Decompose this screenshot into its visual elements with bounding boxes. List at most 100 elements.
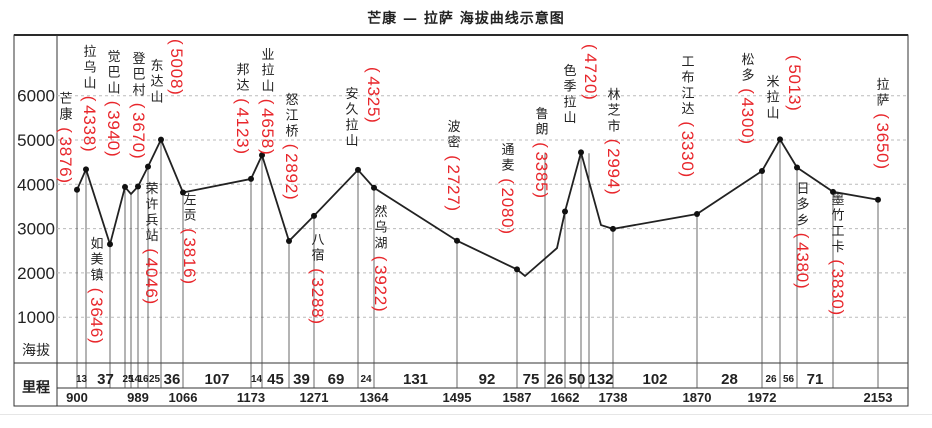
gridlines (57, 95, 908, 318)
svg-text:): ) (828, 310, 847, 316)
y-tick-label: 5000 (17, 131, 55, 150)
svg-text:(: ( (80, 96, 99, 102)
svg-text:): ) (282, 194, 301, 200)
cumulative-km: 989 (127, 390, 149, 405)
svg-text:0: 0 (581, 84, 600, 93)
cumulative-km: 1173 (237, 390, 265, 405)
svg-text:8: 8 (793, 263, 812, 272)
svg-text:4: 4 (604, 179, 623, 188)
svg-text:2: 2 (308, 288, 327, 297)
svg-text:7: 7 (56, 157, 75, 166)
svg-text:3: 3 (793, 252, 812, 261)
station-stems (76, 139, 879, 388)
svg-text:达: 达 (150, 75, 163, 90)
svg-text:左: 左 (183, 193, 196, 208)
svg-text:): ) (444, 205, 463, 211)
svg-text:登: 登 (132, 52, 145, 67)
svg-text:许: 许 (145, 198, 158, 213)
svg-text:站: 站 (145, 229, 158, 244)
svg-text:5: 5 (258, 129, 277, 138)
svg-text:(: ( (498, 178, 517, 184)
svg-text:4: 4 (233, 108, 252, 117)
cumulative-km: 900 (66, 390, 88, 405)
station-point (759, 168, 765, 175)
svg-text:4: 4 (581, 53, 600, 62)
elevation-profile-line (74, 136, 881, 278)
station-point (830, 188, 836, 195)
svg-text:(: ( (828, 259, 847, 265)
svg-text:朗: 朗 (535, 123, 548, 138)
segment-km: 28 (721, 371, 738, 388)
svg-text:3: 3 (828, 289, 847, 298)
svg-text:芒: 芒 (59, 91, 72, 107)
cumulative-km: 1495 (443, 390, 472, 405)
svg-text:兵: 兵 (145, 213, 158, 228)
svg-text:0: 0 (167, 59, 186, 68)
svg-text:4: 4 (142, 278, 161, 287)
svg-text:工: 工 (831, 224, 844, 239)
svg-text:): ) (793, 283, 812, 289)
svg-text:市: 市 (607, 118, 620, 134)
svg-text:拉: 拉 (261, 64, 274, 79)
segment-km: 102 (642, 371, 667, 388)
cumulative-km: 1738 (599, 390, 628, 405)
svg-text:3: 3 (532, 152, 551, 161)
svg-text:7: 7 (444, 175, 463, 184)
svg-text:3: 3 (738, 108, 757, 117)
segment-km: 50 (569, 371, 586, 388)
svg-text:拉: 拉 (83, 45, 96, 60)
svg-text:宿: 宿 (311, 248, 324, 264)
svg-text:0: 0 (828, 299, 847, 308)
svg-text:(: ( (282, 144, 301, 150)
svg-text:3: 3 (828, 269, 847, 278)
station-point (259, 152, 265, 159)
svg-text:多: 多 (796, 197, 809, 213)
svg-text:0: 0 (129, 143, 148, 152)
svg-text:0: 0 (678, 161, 697, 170)
station-point (180, 189, 186, 196)
segment-km: 71 (807, 371, 824, 388)
svg-text:5: 5 (873, 143, 892, 152)
svg-text:乡: 乡 (796, 213, 809, 228)
svg-text:(: ( (167, 39, 186, 45)
svg-text:3: 3 (104, 110, 123, 119)
segment-km: 26 (547, 371, 564, 388)
svg-text:5: 5 (167, 48, 186, 57)
segment-km: 25 (149, 374, 161, 385)
svg-text:(: ( (142, 248, 161, 254)
station-point (794, 164, 800, 171)
svg-text:2: 2 (444, 165, 463, 174)
svg-text:乌: 乌 (374, 220, 387, 236)
y-tick-label: 2000 (17, 264, 55, 283)
svg-text:3: 3 (56, 137, 75, 146)
station-point (107, 241, 113, 248)
segment-km: 36 (164, 371, 181, 388)
svg-text:3: 3 (678, 141, 697, 150)
svg-text:湖: 湖 (374, 236, 387, 251)
svg-text:): ) (581, 94, 600, 100)
svg-text:): ) (87, 338, 106, 344)
svg-text:布: 布 (681, 71, 694, 86)
station-labels: 芒康(3876)拉乌山(4338)如美镇(3646)觉巴山(3940)登巴村(3… (56, 39, 892, 344)
segment-km: 45 (267, 371, 284, 388)
svg-text:通: 通 (501, 143, 514, 158)
svg-text:4: 4 (738, 98, 757, 107)
svg-text:色: 色 (563, 63, 576, 79)
svg-text:江: 江 (285, 109, 298, 124)
svg-text:8: 8 (282, 163, 301, 172)
svg-text:8: 8 (532, 172, 551, 181)
svg-text:达: 达 (236, 79, 249, 94)
svg-text:8: 8 (56, 147, 75, 156)
svg-text:拉: 拉 (345, 118, 358, 133)
svg-text:芝: 芝 (607, 103, 620, 119)
svg-text:3: 3 (678, 151, 697, 160)
svg-text:5: 5 (785, 64, 804, 73)
svg-text:贡: 贡 (183, 209, 196, 224)
svg-text:(: ( (233, 98, 252, 104)
svg-text:怒: 怒 (285, 93, 298, 108)
svg-text:7: 7 (581, 64, 600, 73)
svg-text:): ) (364, 117, 383, 123)
svg-text:8: 8 (258, 139, 277, 148)
